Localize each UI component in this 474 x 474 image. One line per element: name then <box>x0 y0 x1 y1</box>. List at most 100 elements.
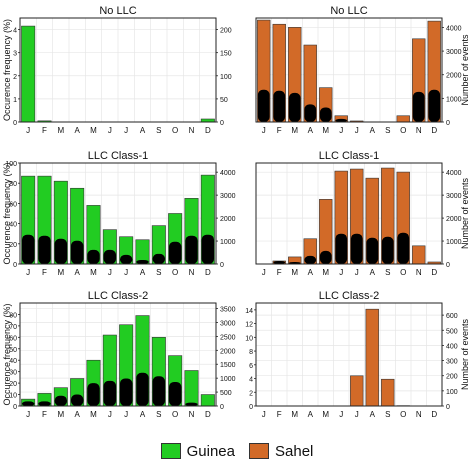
x-tick-label: M <box>291 126 298 135</box>
bar-dark <box>288 92 301 122</box>
plot-frame <box>19 302 217 407</box>
bar-dark <box>119 378 133 406</box>
bar-dark <box>397 232 410 264</box>
bar-dark <box>70 394 84 406</box>
y-tick-label: 70 <box>9 324 17 331</box>
bar-dark <box>381 236 394 264</box>
chart-panel-1: No LLC J F M A M J J A S O N D 0 1 2 3 4 0 50 100 150 200 Occur… <box>2 5 232 135</box>
x-tick-label: D <box>205 268 211 277</box>
x-tick-label: J <box>108 268 112 277</box>
y2-tick-label: 2000 <box>446 216 462 223</box>
x-tick-label: M <box>291 268 298 277</box>
x-tick-label: M <box>291 410 298 419</box>
x-tick-label: D <box>205 410 211 419</box>
x-tick-label: F <box>277 410 282 419</box>
y-tick-label: 0 <box>13 262 17 269</box>
plot-frame <box>19 17 217 123</box>
y2-tick-label: 0 <box>220 404 224 411</box>
y2-tick-label: 500 <box>220 390 232 397</box>
y2-tick-label: 1000 <box>446 96 462 103</box>
x-tick-label: J <box>108 410 112 419</box>
bar-dark <box>335 118 348 122</box>
x-tick-label: J <box>339 268 343 277</box>
x-tick-label: J <box>355 268 359 277</box>
x-tick-label: S <box>385 410 390 419</box>
y-tick-label: 4 <box>249 377 253 384</box>
y2-tick-label: 1000 <box>446 239 462 246</box>
y2-tick-label: 1500 <box>220 362 236 369</box>
y-axis-label: Occurence frequency (%) <box>2 162 12 264</box>
x-tick-label: M <box>322 410 329 419</box>
bar-dark <box>350 233 363 264</box>
plot-frame <box>255 302 443 407</box>
y2-tick-label: 2500 <box>220 334 236 341</box>
y2-tick-label: 600 <box>446 313 458 320</box>
y2-tick-label: 50 <box>220 97 228 104</box>
y2-tick-label: 1000 <box>220 239 236 246</box>
y2-tick-label: 4000 <box>446 170 462 177</box>
bar-dark <box>54 395 68 406</box>
y-tick-label: 3 <box>13 51 17 58</box>
y2-tick-label: 400 <box>446 343 458 350</box>
y-tick-label: 80 <box>9 312 17 319</box>
x-tick-label: J <box>124 268 128 277</box>
x-tick-label: J <box>262 268 266 277</box>
x-tick-label: N <box>189 410 195 419</box>
bar-dark <box>412 91 425 122</box>
bar-dark <box>119 254 133 264</box>
x-tick-label: S <box>385 268 390 277</box>
x-tick-label: A <box>308 126 314 135</box>
x-tick-label: S <box>156 268 161 277</box>
y-tick-label: 2 <box>13 74 17 81</box>
x-tick-label: F <box>277 268 282 277</box>
y-tick-label: 40 <box>9 358 17 365</box>
bar <box>396 115 410 123</box>
bar-dark <box>38 235 51 264</box>
x-tick-label: J <box>262 126 266 135</box>
y2-tick-label: 4000 <box>446 25 462 32</box>
bar-dark <box>319 107 332 122</box>
bar-dark <box>54 238 68 264</box>
bar-dark <box>335 233 348 264</box>
bar-dark <box>257 89 270 122</box>
x-tick-label: N <box>416 126 422 135</box>
x-tick-label: N <box>416 410 422 419</box>
x-tick-label: J <box>355 126 359 135</box>
legend-swatch-guinea <box>160 443 181 459</box>
y-tick-label: 0 <box>13 404 17 411</box>
chart-title: No LLC <box>99 5 136 17</box>
x-tick-label: S <box>385 126 390 135</box>
x-tick-label: M <box>57 126 64 135</box>
chart-title: No LLC <box>330 5 367 17</box>
bar-dark <box>136 372 149 406</box>
plot-frame <box>255 162 443 265</box>
bar-dark <box>87 383 100 406</box>
x-tick-label: A <box>74 268 80 277</box>
x-tick-label: F <box>42 410 47 419</box>
x-tick-label: A <box>140 126 146 135</box>
bar-dark <box>21 401 35 406</box>
x-tick-label: F <box>42 268 47 277</box>
y2-tick-label: 200 <box>220 28 232 35</box>
y-tick-label: 50 <box>9 347 17 354</box>
y-tick-label: 100 <box>5 161 17 168</box>
x-tick-label: J <box>26 268 30 277</box>
y2-axis-label: Number of events <box>460 318 470 390</box>
bar-dark <box>366 237 379 264</box>
bar <box>365 308 379 407</box>
y2-tick-label: 200 <box>446 374 458 381</box>
y2-tick-label: 2000 <box>220 348 236 355</box>
x-tick-label: N <box>189 126 195 135</box>
y2-tick-label: 3500 <box>220 307 236 314</box>
y2-tick-label: 2000 <box>446 73 462 80</box>
x-tick-label: S <box>156 126 161 135</box>
legend-item-sahel: Sahel <box>249 443 313 460</box>
x-tick-label: J <box>108 126 112 135</box>
x-tick-label: J <box>124 126 128 135</box>
bar-dark <box>103 249 117 264</box>
x-tick-label: A <box>140 410 146 419</box>
bar <box>350 375 364 407</box>
x-tick-label: S <box>156 410 161 419</box>
